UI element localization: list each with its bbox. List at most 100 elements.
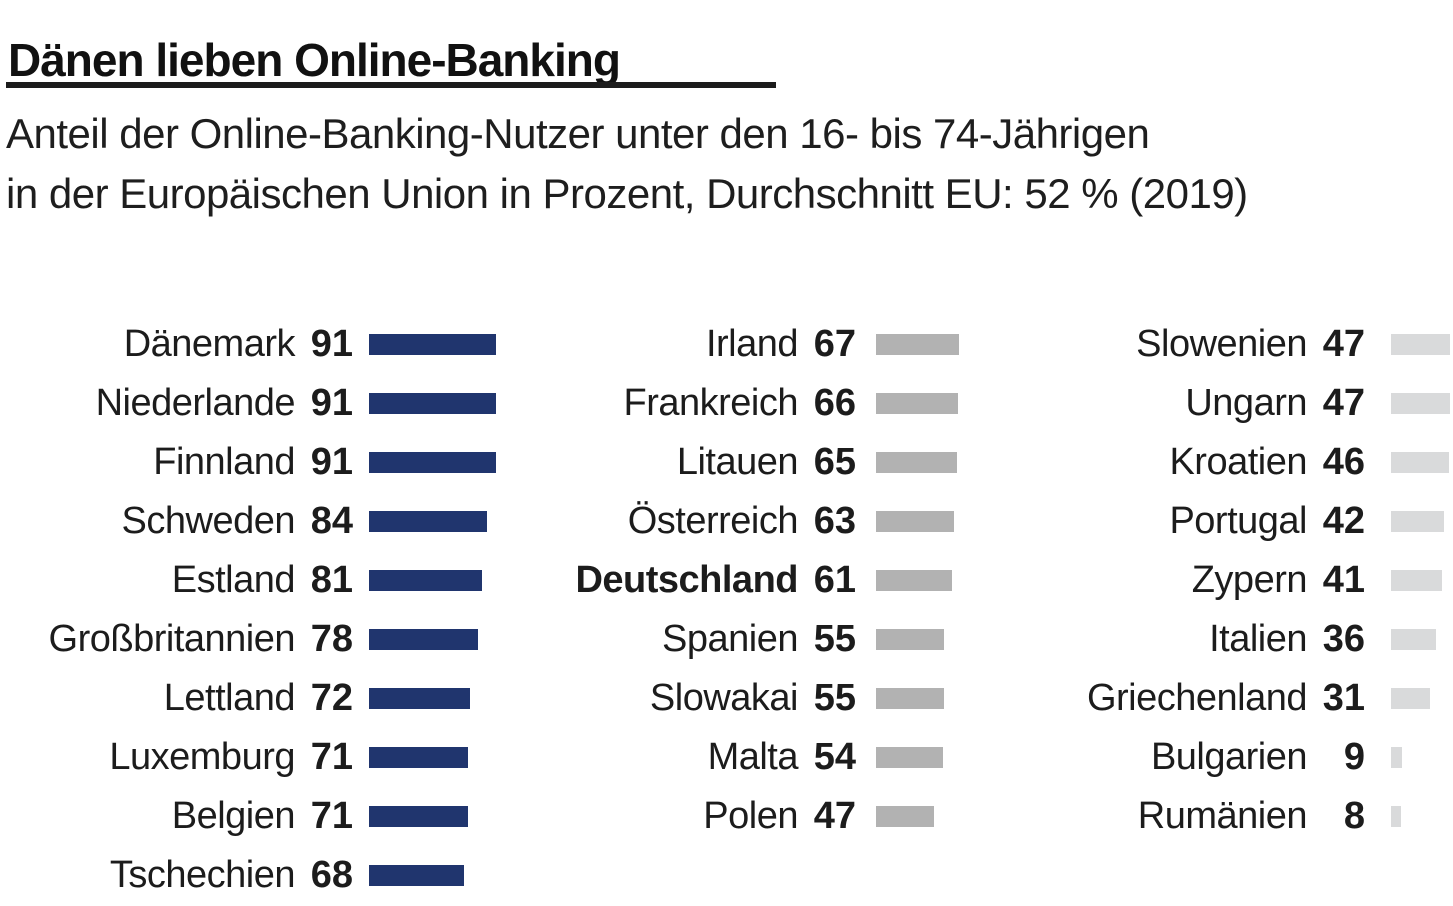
- country-label: Niederlande: [95, 382, 296, 424]
- country-bar: [1391, 570, 1442, 591]
- subtitle-line-2: in der Europäischen Union in Prozent, Du…: [6, 170, 1248, 217]
- country-bar: [369, 511, 487, 532]
- country-value: 41: [1322, 559, 1365, 601]
- country-label: Großbritannien: [48, 618, 296, 660]
- country-label: Griechenland: [1086, 677, 1308, 719]
- chart-row: Finnland 91: [0, 433, 496, 492]
- country-value: 42: [1322, 500, 1365, 542]
- country-bar: [876, 570, 952, 591]
- chart-row: Portugal 42: [1000, 492, 1450, 551]
- country-label: Rumänien: [1137, 795, 1308, 837]
- country-bar: [369, 865, 464, 886]
- bar-column-3: Slowenien 47 Ungarn 47 Kroatien 46 Portugal 42 Z…: [1000, 315, 1450, 846]
- country-value: 91: [310, 441, 353, 483]
- chart-row: Belgien 71: [0, 787, 496, 846]
- country-label: Polen: [703, 795, 798, 837]
- country-value: 47: [1322, 382, 1365, 424]
- chart-row: Litauen 65: [520, 433, 959, 492]
- country-value: 47: [813, 795, 856, 837]
- chart-row: Irland 67: [520, 315, 959, 374]
- country-label: Finnland: [153, 441, 295, 483]
- chart-row: Luxemburg 71: [0, 728, 496, 787]
- country-bar: [369, 688, 470, 709]
- country-bar: [1391, 452, 1449, 473]
- country-value: 71: [310, 795, 353, 837]
- country-bar: [1391, 747, 1402, 768]
- country-label: Luxemburg: [109, 736, 295, 778]
- country-bar: [876, 393, 958, 414]
- chart-row: Griechenland 31: [1000, 669, 1450, 728]
- country-label: Ungarn: [1185, 382, 1307, 424]
- country-label: Zypern: [1191, 559, 1308, 601]
- country-value: 71: [310, 736, 353, 778]
- country-label: Schweden: [121, 500, 296, 542]
- country-label: Litauen: [676, 441, 799, 483]
- country-bar: [1391, 629, 1436, 650]
- country-label: Italien: [1209, 618, 1307, 660]
- country-bar: [876, 688, 944, 709]
- country-value: 55: [813, 618, 856, 660]
- chart-row: Italien 36: [1000, 610, 1450, 669]
- country-label: Tschechien: [109, 854, 296, 896]
- country-value: 9: [1343, 736, 1365, 778]
- country-label: Spanien: [662, 618, 798, 660]
- country-label: Slowenien: [1136, 323, 1307, 365]
- chart-row: Deutschland 61: [520, 551, 959, 610]
- country-value: 67: [813, 323, 856, 365]
- country-label: Österreich: [627, 500, 799, 542]
- chart-row: Malta 54: [520, 728, 959, 787]
- country-bar: [876, 806, 934, 827]
- chart-row: Rumänien 8: [1000, 787, 1450, 846]
- country-value: 72: [310, 677, 353, 719]
- chart-row: Spanien 55: [520, 610, 959, 669]
- country-bar: [876, 334, 959, 355]
- country-bar: [876, 511, 954, 532]
- country-bar: [369, 747, 468, 768]
- bar-column-1: Dänemark 91 Niederlande 91 Finnland 91 Schwede…: [0, 315, 496, 905]
- country-value: 47: [1322, 323, 1365, 365]
- country-value: 55: [813, 677, 856, 719]
- country-label: Malta: [707, 736, 799, 778]
- country-value: 36: [1322, 618, 1365, 660]
- country-value: 66: [813, 382, 856, 424]
- country-bar: [876, 452, 957, 473]
- country-bar: [1391, 334, 1450, 355]
- chart-row: Zypern 41: [1000, 551, 1450, 610]
- country-value: 46: [1322, 441, 1365, 483]
- chart-row: Bulgarien 9: [1000, 728, 1450, 787]
- country-bar: [369, 806, 468, 827]
- country-bar: [876, 629, 944, 650]
- country-bar: [1391, 806, 1401, 827]
- country-value: 31: [1322, 677, 1365, 719]
- chart-row: Kroatien 46: [1000, 433, 1450, 492]
- chart-row: Niederlande 91: [0, 374, 496, 433]
- chart-row: Schweden 84: [0, 492, 496, 551]
- country-value: 78: [310, 618, 353, 660]
- chart-row: Österreich 63: [520, 492, 959, 551]
- chart-row: Ungarn 47: [1000, 374, 1450, 433]
- country-label: Kroatien: [1169, 441, 1307, 483]
- country-bar: [876, 747, 943, 768]
- country-value: 68: [310, 854, 353, 896]
- country-bar: [369, 452, 496, 473]
- country-bar: [369, 334, 496, 355]
- chart-row: Slowenien 47: [1000, 315, 1450, 374]
- chart-row: Dänemark 91: [0, 315, 496, 374]
- country-value: 91: [310, 382, 353, 424]
- country-bar: [1391, 688, 1430, 709]
- country-value: 63: [813, 500, 856, 542]
- chart-row: Slowakai 55: [520, 669, 959, 728]
- country-bar: [1391, 393, 1450, 414]
- country-value: 81: [310, 559, 353, 601]
- country-value: 8: [1343, 795, 1365, 837]
- country-value: 84: [310, 500, 353, 542]
- country-bar: [369, 570, 482, 591]
- country-value: 65: [813, 441, 856, 483]
- page-title: Dänen lieben Online-Banking: [8, 33, 621, 86]
- country-label: Estland: [171, 559, 296, 601]
- country-label: Frankreich: [623, 382, 799, 424]
- chart-row: Frankreich 66: [520, 374, 959, 433]
- country-value: 91: [310, 323, 353, 365]
- title-underline: [6, 82, 776, 88]
- country-bar: [369, 629, 478, 650]
